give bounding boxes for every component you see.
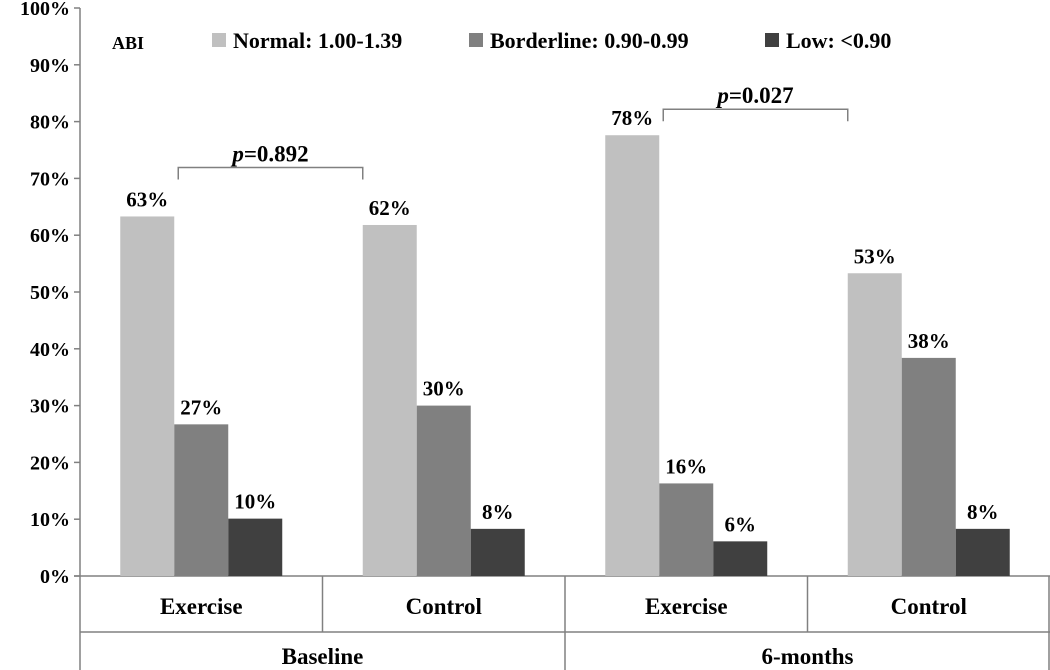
category-label: Control bbox=[406, 594, 482, 619]
bar bbox=[605, 135, 660, 576]
bar bbox=[713, 541, 768, 576]
legend-title: ABI bbox=[112, 33, 144, 53]
group-label: 6-months bbox=[761, 644, 853, 669]
legend-label: Normal: 1.00-1.39 bbox=[233, 28, 402, 53]
category-label: Exercise bbox=[160, 594, 243, 619]
bar-value-label: 8% bbox=[482, 500, 514, 524]
bar-value-label: 6% bbox=[725, 512, 757, 536]
bar-value-label: 10% bbox=[234, 490, 276, 514]
y-tick-label: 50% bbox=[30, 282, 70, 304]
bar-value-label: 78% bbox=[611, 106, 653, 130]
legend-swatch bbox=[765, 33, 779, 47]
bar-value-label: 27% bbox=[180, 395, 222, 419]
bar bbox=[416, 405, 471, 576]
bar bbox=[120, 216, 175, 576]
category-label: Exercise bbox=[645, 594, 728, 619]
bar bbox=[174, 424, 229, 576]
y-tick-label: 80% bbox=[30, 112, 70, 134]
bar bbox=[659, 483, 714, 576]
bar-value-label: 8% bbox=[967, 500, 999, 524]
y-tick-label: 60% bbox=[30, 225, 70, 247]
y-tick-label: 0% bbox=[40, 566, 70, 588]
y-tick-label: 10% bbox=[30, 509, 70, 531]
bars: 63% 62% 78% 53% 27% 30% 16% 38% 10% 8% 6% 8% bbox=[120, 106, 1010, 576]
p-value-label: p=0.027 bbox=[715, 83, 793, 108]
y-tick-label: 70% bbox=[30, 168, 70, 190]
y-tick-label: 40% bbox=[30, 339, 70, 361]
bar bbox=[847, 273, 902, 576]
y-tick-label: 20% bbox=[30, 452, 70, 474]
legend: ABI Normal: 1.00-1.39 Borderline: 0.90-0.9… bbox=[112, 28, 891, 53]
significance-bracket bbox=[662, 108, 849, 122]
y-tick-label: 30% bbox=[30, 396, 70, 418]
bar bbox=[470, 528, 525, 576]
bar-value-label: 30% bbox=[423, 377, 465, 401]
group-label: Baseline bbox=[282, 644, 364, 669]
p-value-label: p=0.892 bbox=[230, 141, 308, 166]
legend-label: Borderline: 0.90-0.99 bbox=[490, 28, 689, 53]
significance-bracket bbox=[177, 166, 364, 180]
legend-label: Low: <0.90 bbox=[786, 28, 891, 53]
y-tick-label: 90% bbox=[30, 55, 70, 77]
bar bbox=[955, 528, 1010, 576]
y-tick-label: 100% bbox=[20, 0, 70, 20]
bar-value-label: 62% bbox=[369, 196, 411, 220]
category-label: Control bbox=[891, 594, 967, 619]
bar-value-label: 16% bbox=[665, 454, 707, 478]
annotations: p=0.892 p=0.027 bbox=[177, 83, 849, 180]
bar-value-label: 53% bbox=[854, 244, 896, 268]
bar bbox=[362, 224, 417, 576]
legend-swatch bbox=[212, 33, 226, 47]
bar-value-label: 63% bbox=[126, 187, 168, 211]
bar bbox=[901, 357, 956, 576]
legend-swatch bbox=[469, 33, 483, 47]
bar-value-label: 38% bbox=[908, 329, 950, 353]
bar bbox=[228, 518, 283, 576]
